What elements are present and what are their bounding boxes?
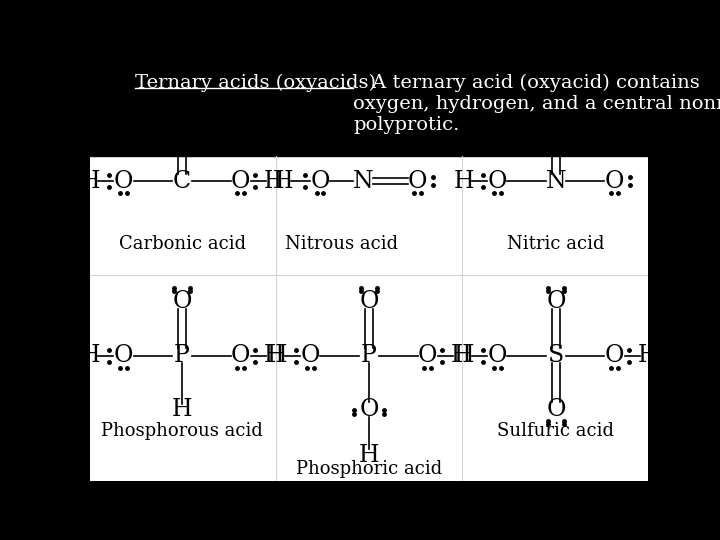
Text: Carbonic acid: Carbonic acid bbox=[119, 235, 246, 253]
Text: S: S bbox=[548, 345, 564, 367]
Text: H: H bbox=[359, 444, 379, 467]
Text: H: H bbox=[451, 345, 472, 367]
Text: Ternary acids (oxyacids): Ternary acids (oxyacids) bbox=[135, 74, 376, 92]
Text: H: H bbox=[638, 345, 658, 367]
Text: Nitric acid: Nitric acid bbox=[507, 235, 605, 253]
Text: O: O bbox=[231, 345, 251, 367]
Text: O: O bbox=[310, 170, 330, 193]
Text: H: H bbox=[273, 170, 293, 193]
Text: O: O bbox=[546, 291, 566, 313]
Text: H: H bbox=[266, 345, 287, 367]
Text: H: H bbox=[264, 170, 284, 193]
Text: H: H bbox=[80, 170, 100, 193]
Text: O: O bbox=[301, 345, 320, 367]
Text: O: O bbox=[546, 116, 566, 139]
Text: Nitrous acid: Nitrous acid bbox=[284, 235, 397, 253]
Text: Phosphoric acid: Phosphoric acid bbox=[296, 460, 442, 478]
Text: H: H bbox=[454, 170, 474, 193]
Bar bbox=[90, 156, 648, 481]
Text: P: P bbox=[174, 345, 190, 367]
Text: - A ternary acid (oxyacid) contains
oxygen, hydrogen, and a central nonmetal ato: - A ternary acid (oxyacid) contains oxyg… bbox=[354, 74, 720, 134]
Text: C: C bbox=[173, 170, 191, 193]
Text: H: H bbox=[454, 345, 474, 367]
Text: O: O bbox=[359, 399, 379, 421]
Text: H: H bbox=[80, 345, 100, 367]
Text: O: O bbox=[408, 170, 427, 193]
Text: O: O bbox=[172, 116, 192, 139]
Text: H: H bbox=[264, 345, 284, 367]
Text: O: O bbox=[114, 170, 133, 193]
Text: O: O bbox=[114, 345, 133, 367]
Text: O: O bbox=[172, 291, 192, 313]
Text: N: N bbox=[353, 170, 373, 193]
Text: P: P bbox=[361, 345, 377, 367]
Text: Phosphorous acid: Phosphorous acid bbox=[101, 422, 263, 441]
Text: O: O bbox=[546, 399, 566, 421]
Text: O: O bbox=[487, 170, 507, 193]
Text: O: O bbox=[359, 291, 379, 313]
Text: Sulfuric acid: Sulfuric acid bbox=[498, 422, 614, 441]
Text: O: O bbox=[605, 345, 624, 367]
Text: H: H bbox=[172, 399, 192, 421]
Text: N: N bbox=[546, 170, 566, 193]
Text: O: O bbox=[487, 345, 507, 367]
Text: O: O bbox=[418, 345, 437, 367]
Bar bbox=[90, 65, 648, 156]
Text: O: O bbox=[605, 170, 624, 193]
Text: O: O bbox=[231, 170, 251, 193]
